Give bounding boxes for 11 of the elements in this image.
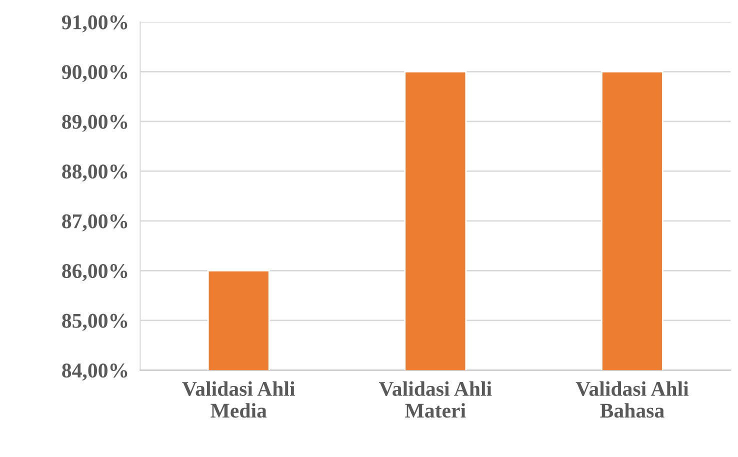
x-tick-label: Validasi Ahli Materi [379, 381, 492, 418]
y-tick-label: 85,00% [62, 314, 128, 331]
y-tick-label: 88,00% [62, 164, 128, 182]
y-tick-label: 90,00% [62, 65, 128, 82]
y-tick-label: 84,00% [62, 364, 128, 381]
y-tick-label: 91,00% [62, 15, 128, 32]
x-tick-label: Validasi Ahli Media [182, 381, 295, 418]
y-tick-label: 89,00% [62, 114, 128, 132]
x-tick-label: Validasi Ahli Bahasa [576, 381, 689, 418]
y-tick-label: 87,00% [62, 214, 128, 232]
y-tick-label: 86,00% [62, 264, 128, 282]
